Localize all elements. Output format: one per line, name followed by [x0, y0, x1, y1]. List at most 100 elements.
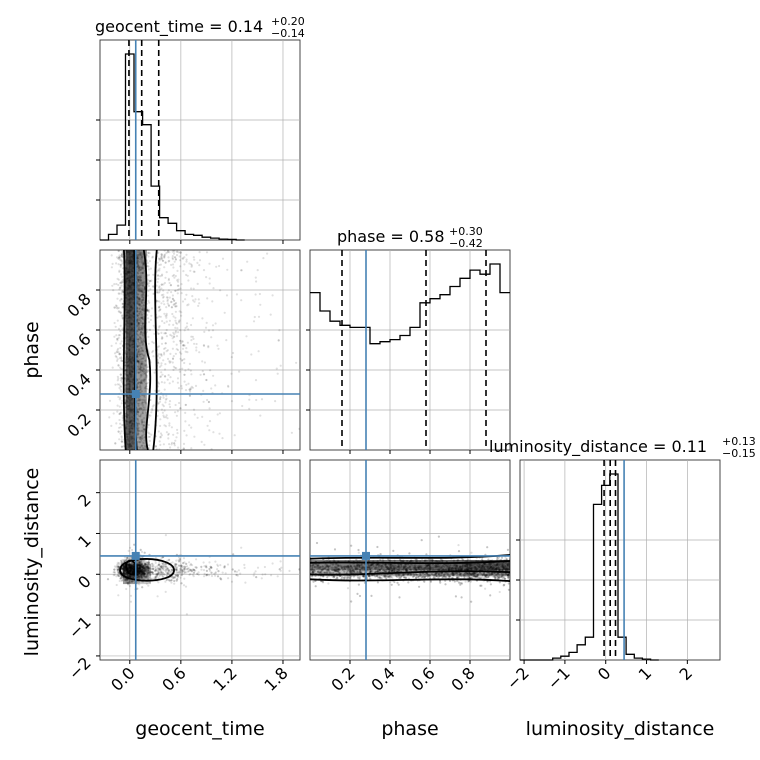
scatter-phase-vs-geocent-time-point [138, 399, 141, 402]
scatter-phase-vs-geocent-time-point [139, 317, 142, 320]
scatter-phase-vs-geocent-time-point [208, 277, 211, 280]
scatter-phase-vs-geocent-time-point [154, 445, 157, 448]
scatter-distance-vs-geocent-time-point [184, 565, 187, 568]
scatter-phase-vs-geocent-time-point [110, 266, 113, 269]
scatter-phase-vs-geocent-time-point [119, 311, 122, 314]
scatter-phase-vs-geocent-time-point [141, 370, 145, 373]
panel-geocent-time-hist [99, 39, 301, 241]
scatter-distance-vs-geocent-time-point [176, 574, 179, 577]
scatter-phase-vs-geocent-time-point [182, 442, 186, 445]
scatter-phase-vs-geocent-time-point [138, 302, 141, 305]
scatter-phase-vs-geocent-time-point [203, 443, 206, 446]
scatter-distance-vs-geocent-time-point [142, 569, 145, 572]
scatter-phase-vs-geocent-time-point [137, 279, 140, 282]
scatter-phase-vs-geocent-time-point [170, 306, 173, 309]
scatter-distance-vs-geocent-time-point [148, 571, 151, 574]
scatter-phase-vs-geocent-time-point [163, 388, 166, 391]
scatter-phase-vs-geocent-time-point [290, 431, 293, 434]
scatter-distance-vs-geocent-time-point [142, 568, 145, 571]
scatter-phase-vs-geocent-time-point [208, 420, 212, 423]
scatter-phase-vs-geocent-time-point [137, 350, 140, 353]
scatter-distance-vs-geocent-time-point [113, 568, 116, 571]
scatter-phase-vs-geocent-time-point [136, 296, 139, 299]
scatter-phase-vs-geocent-time-point [137, 422, 141, 425]
scatter-phase-vs-geocent-time-point [166, 299, 169, 303]
scatter-phase-vs-geocent-time-point [176, 348, 180, 352]
scatter-distance-vs-geocent-time-point [138, 561, 141, 565]
scatter-phase-vs-geocent-time-point [159, 398, 162, 401]
scatter-phase-vs-geocent-time-point [141, 301, 144, 304]
scatter-distance-vs-geocent-time-point [139, 563, 142, 566]
scatter-phase-vs-geocent-time-point [151, 285, 155, 288]
scatter-phase-vs-geocent-time-point [160, 254, 163, 257]
scatter-phase-vs-geocent-time-point [172, 365, 175, 368]
scatter-phase-vs-geocent-time-point [165, 314, 168, 317]
scatter-phase-vs-geocent-time-point [137, 285, 140, 288]
scatter-phase-vs-geocent-time-point [120, 436, 123, 439]
scatter-phase-vs-geocent-time-point [163, 409, 166, 412]
scatter-phase-vs-geocent-time-point [136, 382, 139, 385]
scatter-distance-vs-geocent-time-point [138, 569, 141, 572]
scatter-phase-vs-geocent-time-point [138, 280, 141, 283]
scatter-phase-vs-geocent-time-point [138, 303, 141, 306]
scatter-phase-vs-geocent-time-point [117, 283, 120, 287]
scatter-phase-vs-geocent-time-point [205, 276, 208, 279]
scatter-phase-vs-geocent-time-point [183, 263, 186, 266]
scatter-phase-vs-geocent-time-point [185, 253, 188, 256]
scatter-distance-vs-geocent-time-point [146, 566, 149, 569]
scatter-phase-vs-geocent-time-point [171, 361, 174, 364]
scatter-phase-vs-geocent-time-point [136, 256, 139, 259]
scatter-phase-vs-geocent-time-point [116, 319, 119, 322]
scatter-phase-vs-geocent-time-point [179, 341, 182, 345]
scatter-phase-vs-geocent-time-point [121, 416, 124, 419]
scatter-distance-vs-geocent-time-point [133, 543, 136, 546]
scatter-phase-vs-geocent-time-point [137, 298, 140, 301]
scatter-phase-vs-geocent-time-point [136, 272, 139, 275]
scatter-phase-vs-geocent-time-point [168, 323, 171, 326]
scatter-phase-vs-geocent-time-point [136, 271, 140, 274]
scatter-distance-vs-geocent-time-point [145, 566, 149, 569]
scatter-distance-vs-geocent-time-point [206, 573, 209, 576]
scatter-distance-vs-geocent-time-point [130, 580, 134, 583]
scatter-phase-vs-geocent-time-point [235, 293, 238, 296]
scatter-phase-vs-geocent-time-point [147, 435, 150, 438]
scatter-phase-vs-geocent-time-point [139, 253, 142, 256]
scatter-distance-vs-geocent-time-point [260, 577, 263, 580]
scatter-distance-vs-geocent-time-point [143, 569, 146, 573]
scatter-distance-vs-geocent-time-point [123, 559, 126, 563]
scatter-distance-vs-geocent-time-point [159, 573, 162, 576]
scatter-distance-vs-geocent-time-point [227, 577, 230, 580]
scatter-phase-vs-geocent-time-point [174, 258, 177, 261]
scatter-phase-vs-geocent-time-point [277, 339, 280, 342]
scatter-distance-vs-geocent-time-point [180, 571, 183, 575]
scatter-phase-vs-geocent-time-point [142, 362, 145, 365]
scatter-distance-vs-geocent-time-point [142, 570, 145, 573]
scatter-distance-vs-geocent-time-point [142, 572, 145, 575]
scatter-distance-vs-geocent-time-point [120, 561, 123, 564]
scatter-distance-vs-geocent-time-point [137, 564, 140, 567]
scatter-distance-vs-geocent-time-point [136, 562, 139, 565]
scatter-phase-vs-geocent-time-point [139, 438, 142, 441]
scatter-phase-vs-geocent-time-point [190, 447, 193, 450]
scatter-phase-vs-geocent-time-point [136, 295, 139, 298]
scatter-distance-vs-geocent-time-point [128, 581, 131, 584]
scatter-phase-vs-geocent-time-point [141, 265, 144, 268]
scatter-phase-vs-geocent-time-point [137, 254, 141, 257]
scatter-phase-vs-geocent-time-point [137, 253, 140, 256]
scatter-phase-vs-geocent-time-point [177, 387, 181, 390]
scatter-distance-vs-geocent-time-point [141, 565, 144, 568]
scatter-phase-vs-geocent-time-point [189, 369, 192, 372]
scatter-phase-vs-geocent-time-point [248, 398, 251, 401]
scatter-phase-vs-geocent-time-point [175, 436, 178, 439]
scatter-distance-vs-geocent-time-point [208, 569, 212, 572]
scatter-distance-vs-geocent-time-point [185, 613, 188, 616]
scatter-phase-vs-geocent-time-point [141, 253, 144, 256]
scatter-distance-vs-geocent-time-point [174, 568, 177, 571]
scatter-phase-vs-geocent-time-point [202, 389, 205, 392]
scatter-distance-vs-geocent-time-point [173, 562, 176, 565]
scatter-phase-vs-geocent-time-point [115, 422, 118, 425]
scatter-phase-vs-geocent-time-point [183, 380, 186, 383]
scatter-phase-vs-geocent-time-point [136, 410, 139, 413]
scatter-phase-vs-geocent-time-point [137, 317, 140, 320]
scatter-phase-vs-geocent-time-point [141, 343, 144, 347]
